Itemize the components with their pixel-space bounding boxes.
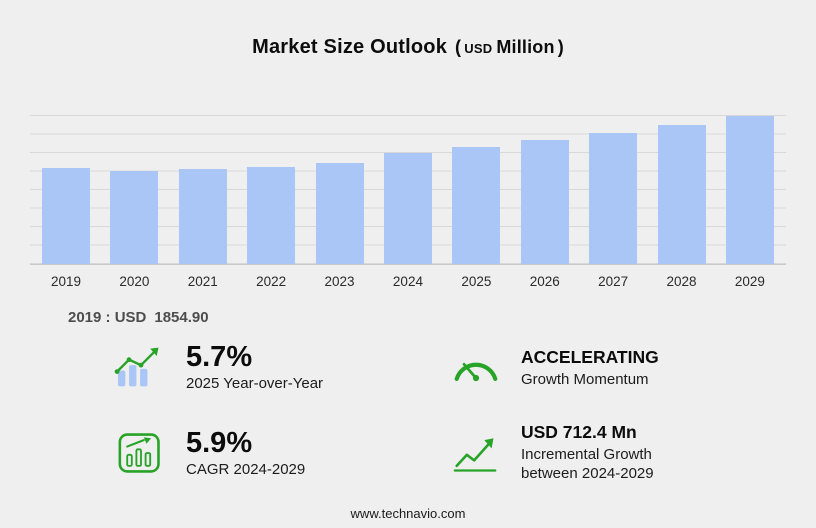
paren-open: ( [455, 37, 462, 57]
yoy-label: 2025 Year-over-Year [186, 375, 324, 393]
title-unit-group: (USD Million) [455, 36, 564, 58]
x-tick-label-2027: 2027 [598, 274, 629, 289]
base-year-label: 2019 : USD [68, 309, 147, 326]
x-tick-label-2029: 2029 [734, 274, 765, 289]
cagr-chart-icon [112, 429, 170, 477]
yoy-bars-icon [112, 343, 170, 391]
bar-2019 [42, 168, 90, 264]
base-year-value: 1854.90 [154, 309, 209, 326]
stat-yoy-text: 5.7% 2025 Year-over-Year [186, 341, 324, 393]
bar-2029 [725, 116, 774, 264]
title-main: Market Size Outlook [252, 36, 448, 58]
bar-2020 [110, 171, 159, 264]
yoy-value: 5.7% [186, 341, 253, 373]
bar-chart: 2019 2020 2021 2022 2023 2024 2025 2026 2027 2028… [30, 115, 786, 289]
footer-url: www.technavio.com [350, 506, 466, 521]
chart-title: Market Size Outlook (USD Million) [0, 0, 816, 59]
momentum-label: Growth Momentum [521, 370, 649, 388]
x-tick-label-2024: 2024 [392, 274, 423, 289]
bar-plot [30, 115, 786, 265]
incremental-label: Incremental Growth between 2024-2029 [521, 446, 654, 483]
cagr-label: CAGR 2024-2029 [186, 461, 306, 479]
bar-2021 [178, 169, 227, 264]
bar-2027 [589, 133, 638, 264]
incremental-value: USD 712.4 Mn [521, 422, 637, 443]
bar-2026 [520, 140, 569, 264]
stat-yoy: 5.7% 2025 Year-over-Year [112, 342, 447, 392]
bar-2024 [383, 153, 432, 264]
momentum-value: ACCELERATING [521, 346, 659, 367]
stat-cagr-text: 5.9% CAGR 2024-2029 [186, 426, 306, 479]
x-axis-labels: 2019 2020 2021 2022 2023 2024 2025 2026 2027 2028… [30, 274, 786, 289]
stat-incremental-text: USD 712.4 Mn Incremental Growth between … [521, 422, 696, 484]
paren-close: ) [557, 37, 564, 57]
x-tick-label-2023: 2023 [324, 274, 355, 289]
bar-2025 [452, 147, 501, 264]
x-tick-label-2020: 2020 [119, 274, 150, 289]
incremental-growth-icon [447, 429, 505, 477]
bar-2023 [315, 163, 364, 264]
stat-momentum-text: ACCELERATING Growth Momentum [521, 347, 659, 388]
x-tick-label-2022: 2022 [256, 274, 287, 289]
x-tick-label-2026: 2026 [529, 274, 560, 289]
title-unit-word: Million [496, 37, 555, 57]
x-tick-label-2025: 2025 [461, 274, 492, 289]
x-tick-label-2019: 2019 [50, 274, 82, 289]
x-tick-label-2028: 2028 [666, 274, 697, 289]
stat-cagr: 5.9% CAGR 2024-2029 [112, 422, 447, 484]
stats-grid: 5.7% 2025 Year-over-Year ACCELERATING Gr… [112, 342, 732, 484]
bar-2028 [657, 125, 706, 264]
title-currency: USD [464, 41, 493, 56]
x-tick-label-2021: 2021 [187, 274, 218, 289]
speedometer-icon [447, 343, 505, 391]
stat-incremental: USD 712.4 Mn Incremental Growth between … [447, 422, 732, 484]
base-year-annotation: 2019 : USD 1854.90 [68, 309, 816, 326]
stat-momentum: ACCELERATING Growth Momentum [447, 342, 732, 392]
cagr-value: 5.9% [186, 426, 253, 459]
bar-2022 [247, 167, 296, 264]
